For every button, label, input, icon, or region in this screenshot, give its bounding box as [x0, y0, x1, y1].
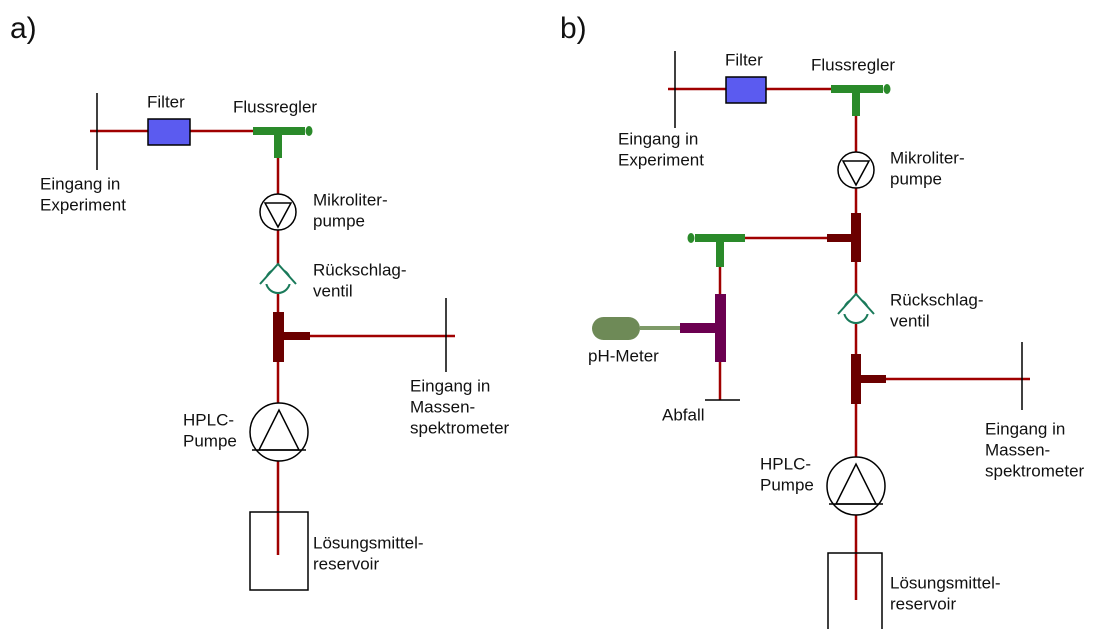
label: Filter — [725, 50, 763, 69]
label: Filter — [147, 92, 185, 111]
label: pumpe — [313, 211, 365, 230]
filter — [725, 76, 767, 104]
label: Massen- — [985, 440, 1050, 459]
label: Eingang in — [985, 419, 1065, 438]
panel-a: a) Filter Flussregler Eingang in Experim… — [10, 12, 510, 591]
label: Experiment — [40, 195, 126, 214]
panel-label: a) — [10, 12, 37, 45]
flow-regulator-knob — [687, 233, 695, 243]
label: reservoir — [313, 554, 379, 573]
label: HPLC- — [760, 454, 811, 473]
label: reservoir — [890, 594, 956, 613]
label: pumpe — [890, 169, 942, 188]
flow-regulator — [695, 234, 745, 242]
tee — [284, 332, 310, 340]
hplc-pump — [249, 402, 309, 462]
label: Flussregler — [811, 55, 895, 74]
micro-pump-symbol — [263, 202, 293, 229]
label: Rückschlag- — [890, 290, 984, 309]
micro-pump — [837, 151, 875, 189]
label: Pumpe — [760, 475, 814, 494]
micro-pump — [259, 193, 297, 231]
label: Flussregler — [233, 97, 317, 116]
label: Abfall — [662, 405, 705, 424]
label: Lösungsmittel- — [890, 573, 1001, 592]
check-valve-seat — [259, 262, 297, 285]
label: Lösungsmittel- — [313, 533, 424, 552]
label: Eingang in — [40, 174, 120, 193]
filter — [147, 118, 191, 146]
label: ventil — [890, 311, 930, 330]
hplc-pump — [826, 456, 886, 516]
tee — [861, 375, 886, 383]
label: Mikroliter- — [890, 148, 965, 167]
label: Pumpe — [183, 431, 237, 450]
label: Eingang in — [410, 376, 490, 395]
tee — [680, 323, 715, 333]
label: Experiment — [618, 150, 704, 169]
label: Mikroliter- — [313, 190, 388, 209]
ph-meter — [592, 317, 640, 340]
reservoir — [249, 511, 309, 591]
tee — [851, 354, 861, 404]
label: Eingang in — [618, 129, 698, 148]
flow-regulator — [852, 89, 860, 116]
label: spektrometer — [410, 418, 510, 437]
tee — [273, 312, 284, 362]
label: pH-Meter — [588, 346, 659, 365]
label: HPLC- — [183, 410, 234, 429]
panel-label: b) — [560, 12, 587, 45]
flow-regulator — [716, 242, 724, 267]
label: Rückschlag- — [313, 260, 407, 279]
panel-b: b) Filter Flussregler Eingang in Experim… — [560, 12, 1085, 629]
flow-regulator — [274, 131, 282, 158]
micro-pump-symbol — [841, 160, 871, 187]
label: Massen- — [410, 397, 475, 416]
label: spektrometer — [985, 461, 1085, 480]
tee — [827, 234, 851, 242]
tee — [851, 213, 861, 262]
reservoir — [827, 552, 883, 629]
check-valve-seat — [837, 292, 875, 315]
flow-regulator-knob — [305, 126, 313, 136]
label: ventil — [313, 281, 353, 300]
flow-regulator-knob — [883, 84, 891, 94]
tee — [715, 294, 726, 362]
